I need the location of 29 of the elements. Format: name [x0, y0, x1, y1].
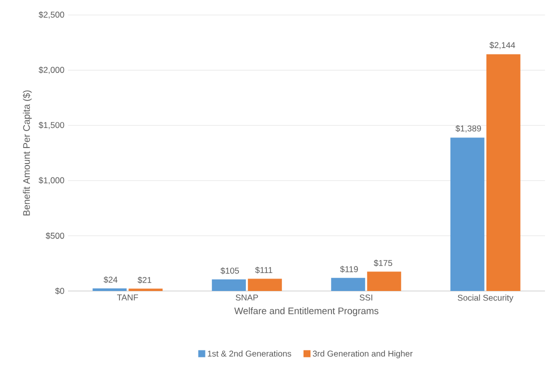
- legend-label: 1st & 2nd Generations: [208, 350, 292, 357]
- bar: [248, 278, 282, 291]
- data-label: $1,389: [456, 125, 481, 132]
- y-tick-label: $500: [46, 232, 64, 240]
- data-label: $175: [374, 260, 392, 266]
- bar: [450, 138, 484, 291]
- bar: [212, 279, 246, 291]
- y-tick-label: $1,500: [38, 122, 64, 130]
- y-tick-label: $2,000: [38, 66, 64, 74]
- x-tick-label: Social Security: [458, 294, 514, 302]
- data-label: $2,144: [490, 42, 516, 50]
- data-label: $21: [138, 276, 152, 284]
- data-label: $24: [104, 276, 118, 284]
- bar: [331, 278, 366, 291]
- data-label: $111: [255, 266, 272, 274]
- x-axis-title: Welfare and Entitlement Programs: [234, 307, 378, 316]
- x-tick-label: SSI: [360, 294, 372, 301]
- bar: [92, 288, 127, 291]
- y-axis-title: Benefit Amount Per Capita ($): [22, 90, 32, 216]
- legend-label: 3rd Generation and Higher: [312, 350, 413, 358]
- x-tick-label: TANF: [117, 294, 138, 300]
- y-tick-label: $1,000: [38, 176, 64, 184]
- x-tick-label: SNAP: [236, 294, 258, 301]
- data-label: $105: [220, 267, 239, 274]
- bar: [367, 272, 402, 291]
- data-label: $119: [340, 266, 358, 273]
- bar: [486, 54, 520, 291]
- y-tick-label: $0: [55, 288, 64, 294]
- y-tick-label: $2,500: [38, 11, 64, 19]
